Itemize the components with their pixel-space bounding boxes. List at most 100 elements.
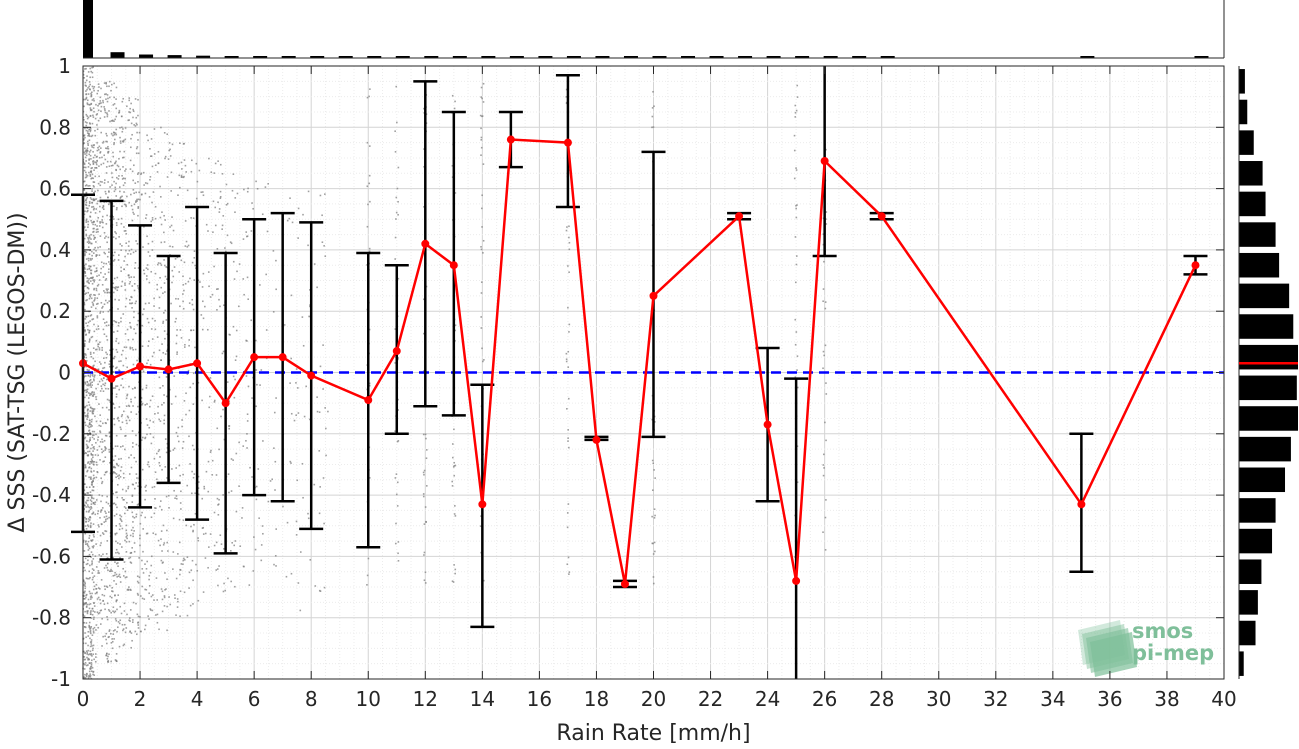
scatter-point xyxy=(170,224,173,227)
scatter-point xyxy=(201,328,204,331)
scatter-point xyxy=(115,434,118,437)
scatter-point xyxy=(162,322,164,324)
scatter-point xyxy=(201,527,204,529)
scatter-point xyxy=(242,565,245,568)
scatter-point xyxy=(115,583,118,585)
scatter-point xyxy=(189,604,192,607)
scatter-point xyxy=(180,174,183,177)
scatter-point xyxy=(115,532,118,535)
scatter-point xyxy=(92,199,95,202)
scatter-point xyxy=(115,548,118,551)
scatter-point xyxy=(104,520,107,523)
x-tick-label: 36 xyxy=(1097,687,1122,711)
scatter-point xyxy=(85,258,88,260)
scatter-point xyxy=(246,433,248,435)
scatter-point xyxy=(128,619,130,622)
scatter-point xyxy=(85,184,88,186)
scatter-point xyxy=(109,186,111,188)
scatter-point xyxy=(89,431,91,434)
scatter-point xyxy=(93,605,96,607)
scatter-point xyxy=(84,203,87,206)
scatter-point xyxy=(136,575,139,578)
scatter-point xyxy=(262,440,264,442)
scatter-point xyxy=(99,425,102,427)
scatter-point xyxy=(106,557,109,559)
scatter-point xyxy=(140,595,142,597)
scatter-point xyxy=(92,116,95,118)
scatter-point xyxy=(88,297,91,300)
scatter-point xyxy=(259,284,261,286)
scatter-point xyxy=(148,574,151,577)
scatter-point xyxy=(395,493,398,496)
scatter-point xyxy=(124,631,127,634)
scatter-point xyxy=(128,282,131,285)
scatter-point xyxy=(88,670,91,673)
scatter-point xyxy=(86,672,88,675)
scatter-point xyxy=(207,230,209,232)
scatter-point xyxy=(213,544,216,547)
scatter-point xyxy=(84,424,87,427)
scatter-point xyxy=(87,520,90,523)
scatter-point xyxy=(203,487,206,490)
scatter-point xyxy=(85,501,87,504)
scatter-point xyxy=(396,187,399,190)
scatter-point xyxy=(175,342,178,345)
scatter-point xyxy=(115,551,117,554)
scatter-point xyxy=(118,523,121,525)
scatter-point xyxy=(144,588,146,591)
scatter-point xyxy=(197,481,200,483)
scatter-point xyxy=(102,553,104,556)
scatter-point xyxy=(116,496,119,499)
scatter-point xyxy=(101,645,103,647)
scatter-point xyxy=(119,514,121,517)
scatter-point xyxy=(108,268,110,271)
scatter-point xyxy=(180,337,183,339)
scatter-point xyxy=(83,142,86,144)
scatter-point xyxy=(102,533,105,535)
scatter-point xyxy=(186,556,189,558)
scatter-point xyxy=(149,608,152,610)
scatter-point xyxy=(227,577,229,580)
scatter-point xyxy=(97,510,100,512)
scatter-point xyxy=(108,110,110,112)
scatter-point xyxy=(134,302,137,305)
scatter-point xyxy=(133,328,135,330)
scatter-point xyxy=(106,586,109,588)
scatter-point xyxy=(130,327,132,329)
scatter-point xyxy=(87,142,89,145)
scatter-point xyxy=(125,551,128,553)
scatter-point xyxy=(98,165,100,167)
scatter-point xyxy=(91,146,94,148)
scatter-point xyxy=(84,504,86,507)
scatter-point xyxy=(109,595,112,598)
scatter-point xyxy=(112,155,115,158)
scatter-point xyxy=(113,514,116,517)
scatter-point xyxy=(89,374,92,376)
scatter-point xyxy=(137,172,140,174)
scatter-point xyxy=(220,543,223,545)
scatter-point xyxy=(158,296,161,299)
scatter-point xyxy=(102,460,104,463)
scatter-point xyxy=(103,106,105,108)
scatter-point xyxy=(108,629,111,631)
scatter-point xyxy=(112,403,115,406)
scatter-point xyxy=(307,244,309,247)
scatter-point xyxy=(85,229,87,231)
scatter-point xyxy=(212,200,215,203)
scatter-point xyxy=(201,497,204,500)
scatter-point xyxy=(117,259,120,261)
scatter-point xyxy=(84,662,87,664)
scatter-point xyxy=(275,528,278,530)
scatter-point xyxy=(83,603,85,606)
scatter-point xyxy=(230,458,233,460)
scatter-point xyxy=(112,556,114,559)
scatter-point xyxy=(163,596,166,599)
scatter-point xyxy=(99,374,101,376)
scatter-point xyxy=(482,163,485,165)
scatter-point xyxy=(94,294,96,296)
scatter-point xyxy=(100,102,102,104)
scatter-point xyxy=(144,437,146,440)
scatter-point xyxy=(95,396,97,398)
scatter-point xyxy=(160,530,163,532)
scatter-point xyxy=(160,538,162,540)
